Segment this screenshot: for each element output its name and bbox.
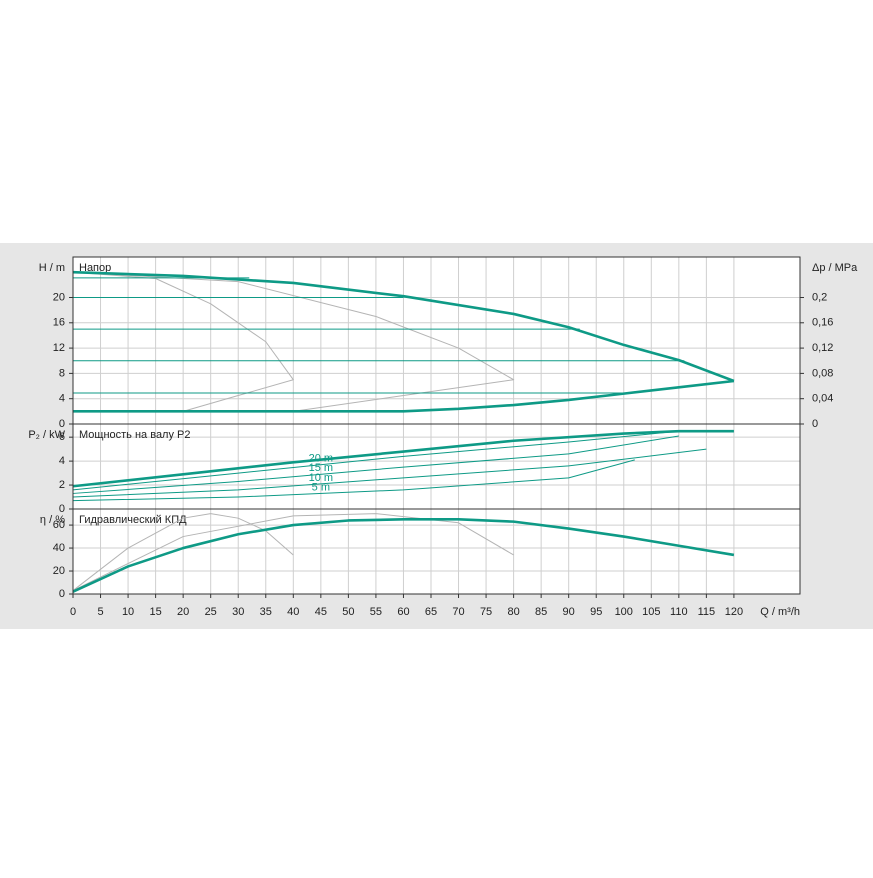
- y-tick-label: 60: [53, 519, 65, 531]
- series-line: [72, 270, 735, 383]
- y2-tick-label: 0,04: [812, 393, 833, 405]
- y2-tick-label: 0: [812, 418, 818, 430]
- y-tick-label: 0: [59, 588, 65, 600]
- y-axis-label: P₂ / kW: [28, 429, 65, 441]
- x-tick-label: 100: [615, 606, 633, 618]
- series-line: [72, 448, 707, 498]
- y2-tick-label: 0,2: [812, 291, 827, 303]
- curve-label: 15 m: [309, 462, 333, 474]
- x-tick-label: 45: [315, 606, 327, 618]
- curve-label: 10 m: [309, 472, 333, 484]
- panel-title: Мощность на валу P2: [79, 429, 191, 441]
- series-line: [72, 429, 734, 488]
- series-line: [72, 435, 679, 494]
- x-tick-label: 25: [205, 606, 217, 618]
- x-tick-label: 55: [370, 606, 382, 618]
- x-tick-label: 35: [260, 606, 272, 618]
- x-tick-label: 40: [287, 606, 299, 618]
- y-axis-label: H / m: [39, 262, 65, 274]
- x-tick-label: 5: [97, 606, 103, 618]
- series-line: [72, 271, 294, 412]
- y2-axis-label: Δp / MPa: [812, 262, 858, 274]
- series-line: [72, 518, 735, 593]
- y-tick-label: 4: [59, 455, 65, 467]
- x-tick-label: 95: [590, 606, 602, 618]
- curve-label: 5 m: [312, 481, 330, 493]
- x-tick-label: 70: [452, 606, 464, 618]
- x-tick-label: 115: [698, 606, 716, 618]
- y-tick-label: 4: [59, 393, 65, 405]
- y-tick-label: 16: [53, 317, 65, 329]
- x-tick-label: 80: [507, 606, 519, 618]
- y-tick-label: 2: [59, 479, 65, 491]
- x-tick-label: 120: [725, 606, 743, 618]
- panel-title: Напор: [79, 262, 111, 274]
- x-tick-label: 60: [397, 606, 409, 618]
- x-tick-label: 30: [232, 606, 244, 618]
- y2-tick-label: 0,12: [812, 342, 833, 354]
- x-tick-label: 65: [425, 606, 437, 618]
- y-axis-label: η / %: [40, 514, 65, 526]
- y-tick-label: 0: [59, 418, 65, 430]
- y2-tick-label: 0,08: [812, 367, 833, 379]
- plot-frame: [72, 508, 801, 595]
- x-tick-label: 15: [149, 606, 161, 618]
- x-tick-label: 10: [122, 606, 134, 618]
- series-line: [72, 271, 515, 412]
- x-tick-label: 75: [480, 606, 492, 618]
- x-tick-label: 50: [342, 606, 354, 618]
- y2-tick-label: 0,16: [812, 317, 833, 329]
- panel-title: Гидравлический КПД: [79, 514, 187, 526]
- x-axis-label: Q / m³/h: [760, 606, 800, 618]
- series-line: [72, 459, 635, 502]
- y-tick-label: 20: [53, 291, 65, 303]
- y-tick-label: 12: [53, 342, 65, 354]
- x-tick-label: 90: [563, 606, 575, 618]
- y-tick-label: 20: [53, 565, 65, 577]
- y-tick-label: 6: [59, 431, 65, 443]
- x-tick-label: 0: [70, 606, 76, 618]
- series-line: [73, 379, 735, 413]
- x-tick-label: 20: [177, 606, 189, 618]
- y-tick-label: 0: [59, 503, 65, 515]
- y-tick-label: 40: [53, 542, 65, 554]
- series-line: [72, 430, 679, 491]
- x-tick-label: 110: [670, 606, 688, 618]
- x-tick-label: 85: [535, 606, 547, 618]
- series-line: [72, 513, 514, 592]
- y-tick-label: 8: [59, 367, 65, 379]
- x-tick-label: 105: [642, 606, 660, 618]
